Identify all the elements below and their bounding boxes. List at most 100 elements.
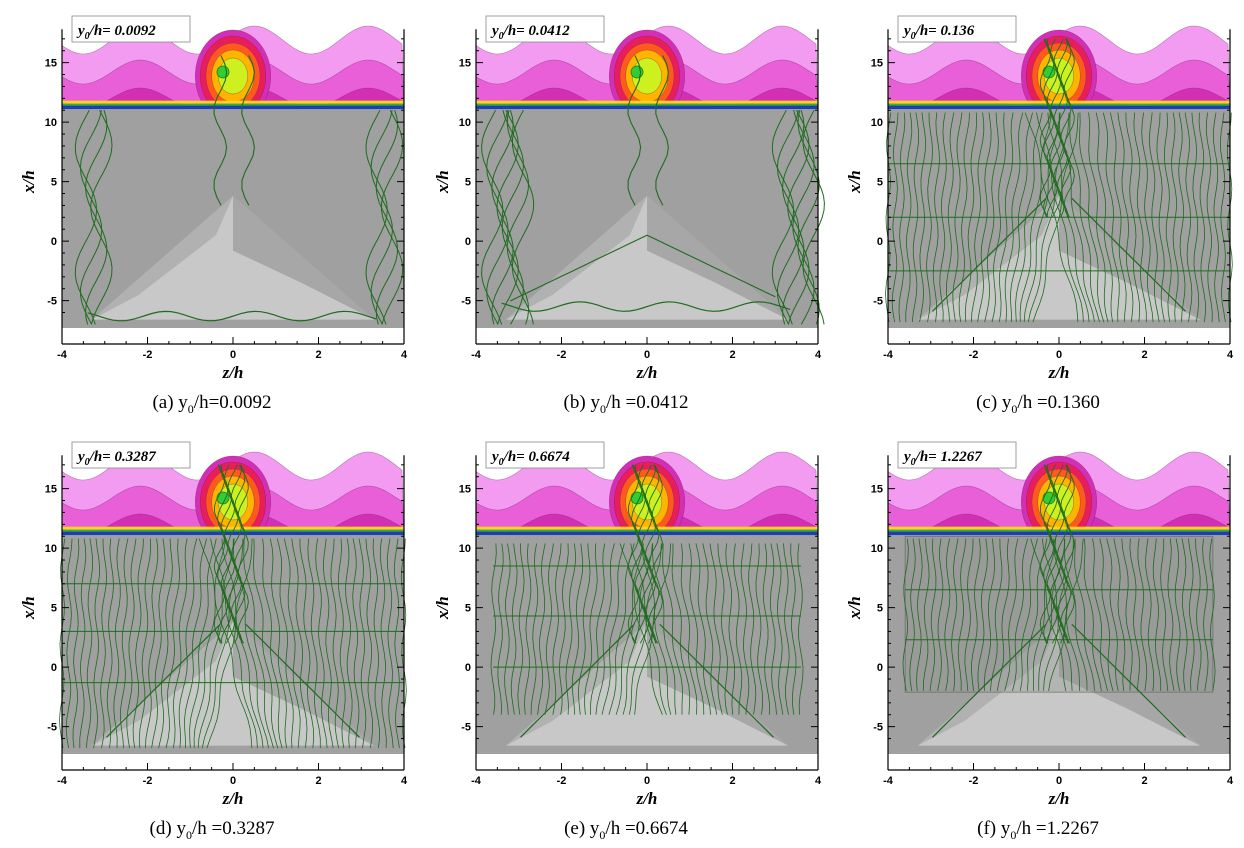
pyramid-face-side (91, 195, 233, 320)
streamlines (74, 55, 404, 325)
streamline (132, 538, 144, 749)
pyramid-face-dark (233, 621, 375, 746)
y-tick-label: -5 (461, 296, 471, 308)
streamline (491, 110, 514, 325)
streamline (797, 543, 804, 715)
streamline (990, 538, 1003, 691)
streamline (695, 543, 712, 715)
x-tick-label: 2 (729, 775, 735, 787)
axes: -4 -2 0 2 4 15 10 5 0 -5 z/h x/h (19, 29, 408, 382)
streamline (197, 538, 235, 749)
axes: -4 -2 0 2 4 15 10 5 0 -5 z/h x/h (433, 455, 822, 808)
wall-band-yellow (476, 526, 818, 530)
streamline (776, 110, 800, 325)
y-axis-title: x/h (433, 596, 452, 620)
caption: (d) y0/h =0.3287 (149, 818, 275, 842)
y-axis-title: x/h (433, 170, 452, 194)
streamline (299, 538, 315, 749)
wall-band-green (62, 103, 404, 106)
wall-band-yellow (888, 100, 1230, 104)
axes: -4 -2 0 2 4 15 10 5 0 -5 z/h x/h (19, 455, 408, 808)
streamline (1083, 538, 1102, 691)
streamline (1043, 38, 1055, 218)
streamline (520, 623, 635, 738)
streamline (748, 543, 757, 715)
streamline (79, 538, 87, 749)
streamline (501, 301, 791, 312)
x-tick-label: -4 (471, 349, 482, 361)
y-axis-title: x/h (845, 596, 864, 620)
jet-core-marker (630, 65, 644, 79)
streamline (627, 55, 642, 206)
streamline (158, 538, 173, 749)
label-box-background (71, 15, 191, 43)
y-tick-label: 15 (871, 58, 883, 70)
y-tick-label: 0 (465, 236, 471, 248)
streamline (151, 538, 166, 749)
streamline (210, 538, 258, 749)
streamline (702, 543, 718, 715)
streamlines (885, 38, 1233, 323)
streamline (802, 109, 825, 325)
axes: -4 -2 0 2 4 15 10 5 0 -5 z/h x/h (845, 455, 1234, 808)
axes: -4 -2 0 2 4 15 10 5 0 -5 z/h x/h (845, 29, 1234, 382)
streamline (1071, 623, 1186, 738)
streamline (983, 538, 996, 691)
parameter-label: y0/h= 0.3287 (76, 449, 156, 468)
streamline (237, 464, 249, 644)
streamline (72, 538, 80, 749)
streamline (627, 464, 639, 644)
streamline (916, 538, 923, 691)
streamline (322, 538, 334, 749)
x-axis-title: z/h (222, 789, 244, 808)
axes: -4 -2 0 2 4 15 10 5 0 -5 z/h x/h (433, 29, 822, 382)
x-tick-label: 4 (815, 349, 822, 361)
pyramid-face-light (505, 195, 789, 320)
floor-region (62, 109, 404, 328)
streamline (1053, 538, 1080, 691)
x-tick-label: 0 (230, 349, 236, 361)
y-tick-label: 10 (459, 117, 471, 129)
streamline (283, 538, 301, 749)
streamline (106, 623, 221, 738)
y-tick-label: -5 (873, 722, 883, 734)
streamline (511, 109, 535, 325)
x-tick-label: 2 (1141, 349, 1147, 361)
streamline (922, 538, 930, 691)
x-tick-label: 4 (401, 775, 408, 787)
streamline (262, 538, 283, 749)
streamlines (59, 464, 407, 749)
x-tick-label: -2 (557, 775, 567, 787)
pyramid-face-side (917, 195, 1059, 320)
y-tick-label: -5 (47, 296, 57, 308)
streamline (552, 543, 562, 715)
streamline (184, 538, 207, 749)
streamline (1209, 538, 1216, 691)
streamline (558, 543, 569, 715)
y-tick-label: 5 (877, 603, 883, 615)
streamline (762, 543, 771, 715)
y-tick-label: 0 (51, 236, 57, 248)
x-tick-label: 4 (1227, 349, 1234, 361)
streamline (1195, 538, 1202, 691)
streamline (709, 543, 723, 715)
streamline (971, 538, 981, 691)
streamline (206, 538, 253, 749)
streamline (1039, 38, 1051, 218)
subfigure-a: -4 -2 0 2 4 15 10 5 0 -5 z/h x/h y0/h= 0.0092 (a) y0… (12, 10, 412, 420)
streamline (87, 310, 377, 322)
streamline (1174, 538, 1181, 691)
y-tick-label: 15 (871, 484, 883, 496)
streamline (1074, 538, 1095, 691)
pyramid-face-dark (647, 621, 789, 746)
streamline (629, 543, 662, 715)
caption: (f) y0/h =1.2267 (977, 818, 1099, 842)
parameter-label: y0/h= 0.136 (902, 23, 975, 42)
streamline (885, 112, 892, 323)
y-tick-label: -5 (47, 722, 57, 734)
wall-band-blue (476, 105, 818, 110)
pyramid-face-dark (233, 195, 375, 320)
streamline (345, 538, 353, 749)
wall-band-blue (62, 531, 404, 536)
streamline (65, 538, 73, 749)
